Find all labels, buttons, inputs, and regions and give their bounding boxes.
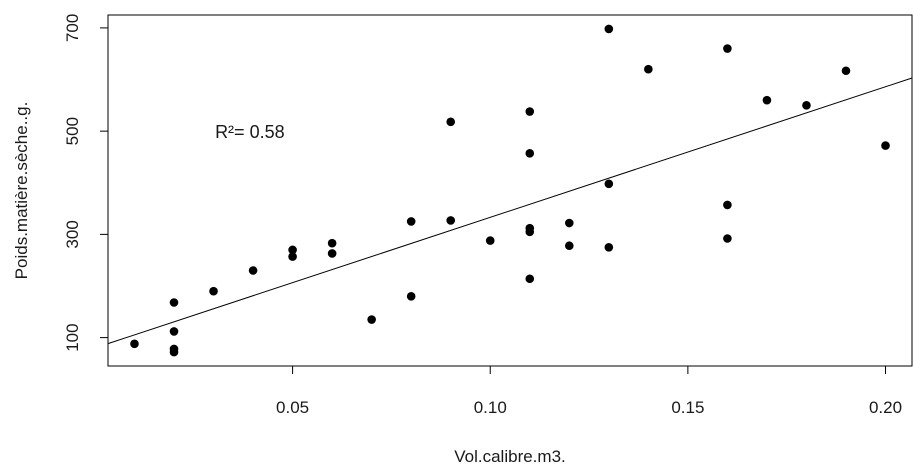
y-axis: 100 300 500 700	[63, 14, 108, 352]
x-tick-label: 0.05	[276, 398, 309, 417]
y-axis-title: Poids.matière.sèche..g.	[12, 102, 31, 280]
data-point	[802, 101, 811, 110]
regression-line	[107, 77, 913, 345]
axes-layer: 0.05 0.10 0.15 0.20 100 300 500 700	[63, 14, 913, 417]
data-point	[130, 339, 139, 349]
y-tick-label: 300	[63, 220, 82, 248]
data-point	[406, 292, 416, 301]
data-point	[604, 24, 614, 34]
data-point	[406, 217, 416, 226]
data-point	[723, 234, 732, 243]
y-tick-label: 700	[63, 14, 82, 42]
data-point	[327, 249, 337, 258]
data-point	[169, 347, 179, 357]
regression-layer	[107, 77, 913, 345]
data-point	[248, 266, 258, 275]
data-point	[604, 242, 614, 252]
data-point	[446, 216, 456, 225]
data-point	[762, 95, 772, 105]
x-tick-label: 0.20	[869, 398, 902, 417]
data-point	[446, 117, 456, 127]
data-point	[723, 200, 732, 210]
data-point	[525, 149, 535, 158]
data-point	[327, 238, 337, 248]
data-point	[841, 66, 851, 76]
data-point	[644, 64, 653, 74]
data-point	[209, 286, 218, 296]
y-tick-label: 500	[63, 117, 82, 145]
data-point	[169, 298, 179, 307]
data-point	[288, 252, 297, 261]
data-point	[881, 141, 890, 150]
x-axis: 0.05 0.10 0.15 0.20	[276, 366, 902, 417]
data-point	[485, 236, 495, 245]
data-point	[525, 107, 535, 116]
y-tick-label: 100	[63, 323, 82, 351]
plot-area-frame	[107, 14, 913, 367]
data-point	[564, 218, 574, 228]
data-point	[525, 274, 535, 284]
data-point	[367, 315, 376, 324]
x-tick-label: 0.15	[671, 398, 704, 417]
data-point	[288, 245, 297, 255]
data-point	[525, 227, 535, 237]
data-points	[130, 24, 890, 357]
data-point	[564, 241, 574, 251]
r-squared-annotation: R²= 0.58	[215, 122, 285, 142]
data-point	[169, 327, 179, 336]
x-tick-label: 0.10	[474, 398, 507, 417]
data-point	[723, 44, 732, 53]
x-axis-title: Vol.calibre.m3.	[454, 447, 566, 466]
data-point	[604, 179, 614, 189]
